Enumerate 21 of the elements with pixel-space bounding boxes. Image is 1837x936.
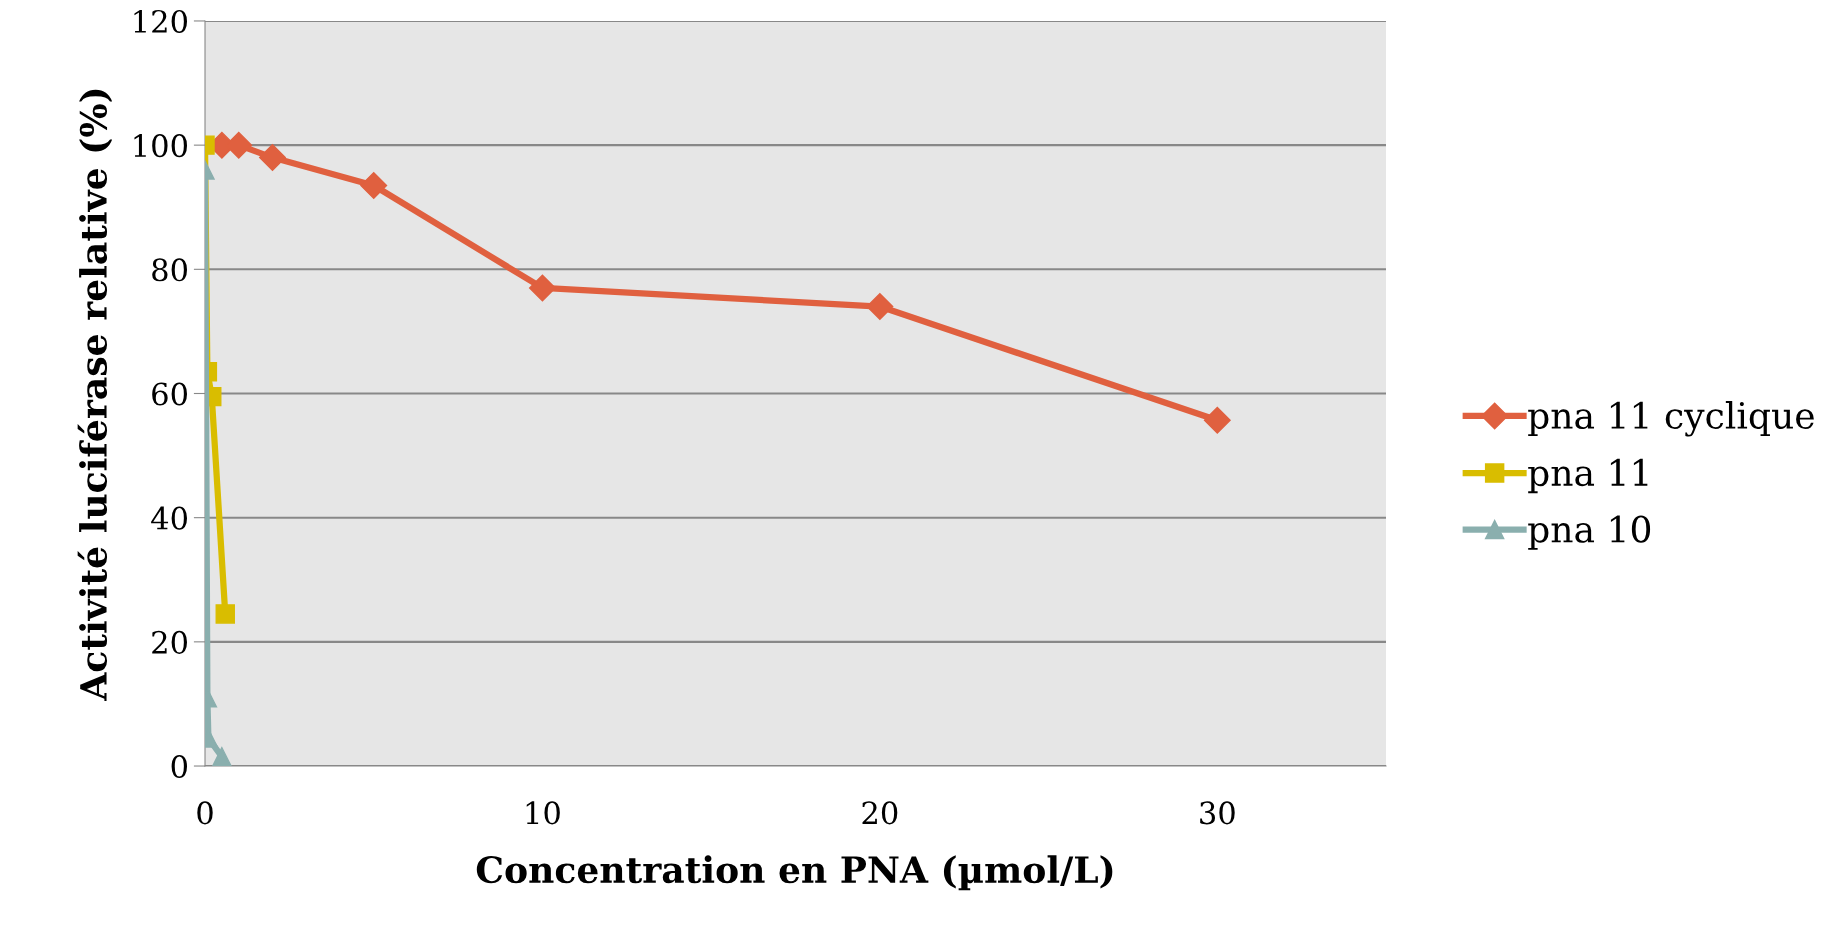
point bbox=[528, 274, 556, 302]
legend-label: pna 11 cyclique bbox=[1528, 401, 1814, 437]
y-tick-label: 100 bbox=[134, 134, 188, 158]
x-axis-title: Concentration en PNA (µmol/L) bbox=[476, 855, 1113, 891]
y-tick-label: 60 bbox=[152, 382, 188, 406]
y-axis-title: Activité luciférase relative (%) bbox=[77, 89, 113, 701]
y-tick-label: 80 bbox=[152, 258, 188, 282]
x-tick-label: 10 bbox=[526, 801, 560, 825]
y-tick-label: 20 bbox=[152, 630, 188, 654]
legend-label: pna 11 bbox=[1528, 458, 1648, 494]
point bbox=[1203, 406, 1231, 434]
y-tick-label: 0 bbox=[171, 754, 188, 779]
x-tick-label: 20 bbox=[862, 801, 898, 825]
point bbox=[259, 144, 286, 172]
point bbox=[360, 172, 388, 199]
y-tick-label: 40 bbox=[151, 506, 188, 530]
point bbox=[866, 293, 894, 321]
legend-label: pna 10 bbox=[1528, 515, 1651, 550]
x-tick-label: 30 bbox=[1200, 801, 1235, 825]
y-tick-label: 120 bbox=[134, 9, 188, 34]
x-tick-label: 0 bbox=[197, 801, 213, 825]
